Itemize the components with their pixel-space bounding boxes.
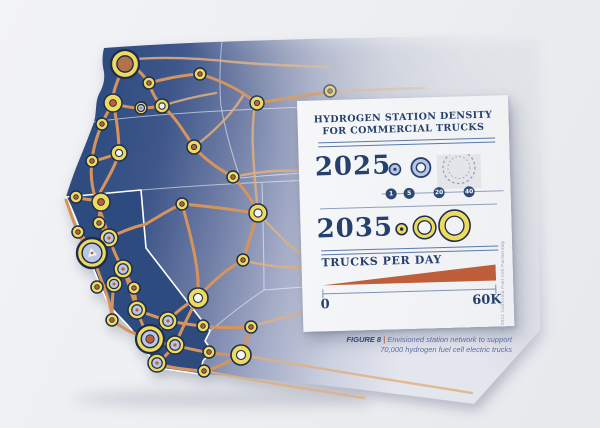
station-marker-blue xyxy=(113,259,133,279)
station-marker-dot xyxy=(142,76,156,90)
station-marker-blue xyxy=(127,300,147,320)
highway-line-faded xyxy=(239,353,474,395)
station-marker-dot xyxy=(186,139,202,155)
station-size-icons-2035 xyxy=(395,209,471,243)
station-marker-dot xyxy=(323,84,337,98)
station-marker-dot xyxy=(197,364,211,378)
station-marker-blue xyxy=(99,228,119,248)
station-marker-hub-orange xyxy=(109,48,141,80)
copyright-text: © 2021 California Fuel Cell Partnership xyxy=(500,240,505,333)
station-marker-ring xyxy=(110,144,128,162)
station-marker-dot xyxy=(127,281,141,295)
station-marker-dot xyxy=(249,95,265,111)
caption-line2: 70,000 hydrogen fuel cell electric truck… xyxy=(380,344,512,354)
figure-caption: FIGURE 8 | Envisioned station network to… xyxy=(272,335,512,354)
station-marker-dot xyxy=(236,253,250,267)
highway-line-faded xyxy=(123,56,332,69)
caption-line1: Envisioned station network to support xyxy=(387,335,512,344)
station-marker-dot xyxy=(103,93,123,113)
caption-separator: | xyxy=(383,335,386,344)
axis-max-label: 60K xyxy=(472,292,502,309)
state-border-line xyxy=(261,182,265,291)
station-marker-blue xyxy=(105,275,123,293)
density-scale: 1 5 20 40 xyxy=(379,183,505,203)
station-marker-dot xyxy=(91,192,111,212)
station-marker-blue xyxy=(158,311,178,331)
station-marker-dot xyxy=(196,319,210,333)
trucks-volume-wedge xyxy=(322,264,497,286)
figure-number: FIGURE 8 xyxy=(346,335,382,344)
highway-line xyxy=(107,202,260,240)
station-marker-dot xyxy=(226,170,240,184)
station-marker-ring xyxy=(187,287,209,309)
station-marker-ring xyxy=(248,203,268,223)
year-2035-label: 2035 xyxy=(316,212,394,245)
station-marker-dot xyxy=(193,67,207,81)
station-marker-dot xyxy=(105,313,119,327)
highway-line-faded xyxy=(192,92,246,149)
station-marker-ring xyxy=(230,344,252,366)
station-marker-dot xyxy=(69,190,83,204)
station-marker-dot xyxy=(95,117,109,131)
divider-double-top xyxy=(318,137,496,148)
station-marker-dot xyxy=(202,345,216,359)
station-marker-dot xyxy=(85,154,99,168)
legend-panel: HYDROGEN STATION DENSITY FOR COMMERCIAL … xyxy=(297,95,515,332)
axis-line xyxy=(322,288,497,295)
station-size-icons-2025 xyxy=(388,153,482,190)
highway-line-faded xyxy=(202,369,366,400)
highway-line xyxy=(196,211,260,300)
trucks-axis xyxy=(322,284,497,300)
scale-value-20: 20 xyxy=(433,186,445,199)
station-marker-dot xyxy=(175,197,189,211)
highway-line-faded xyxy=(328,86,426,94)
station-marker-blue xyxy=(134,101,148,115)
station-marker-blue xyxy=(165,335,185,355)
station-marker-dot xyxy=(71,225,85,239)
station-marker-hub-blue xyxy=(75,236,109,270)
scale-value-40: 40 xyxy=(463,186,475,198)
scale-value-5: 5 xyxy=(403,187,415,200)
year-2025-label: 2025 xyxy=(314,150,392,183)
station-marker-blue xyxy=(147,353,167,373)
axis-min-label: 0 xyxy=(320,297,330,313)
map-floor-shadow xyxy=(72,392,372,406)
highway-line-faded xyxy=(251,102,260,215)
station-marker-hub-blue2 xyxy=(134,323,166,355)
station-marker-dot xyxy=(90,280,104,294)
scale-value-1: 1 xyxy=(385,188,397,200)
station-marker-ring xyxy=(154,98,170,114)
station-marker-dot xyxy=(92,216,106,230)
station-marker-dot xyxy=(244,320,258,334)
